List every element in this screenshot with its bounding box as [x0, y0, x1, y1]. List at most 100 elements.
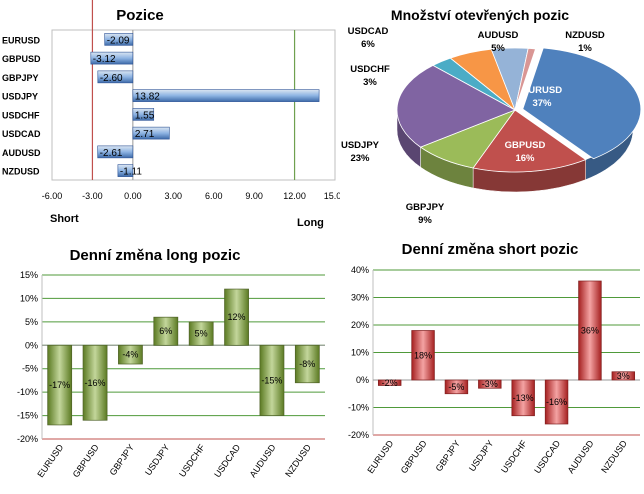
category-label: AUDUSD — [566, 438, 596, 475]
bar-usdchf — [188, 321, 214, 346]
y-tick-label: 40% — [351, 265, 369, 275]
position-value-label: 13.82 — [135, 92, 160, 103]
position-category-label: NZDUSD — [2, 167, 40, 177]
bar-value-label: 6% — [159, 326, 172, 336]
pie-label-gbpjpy: GBPJPY — [406, 202, 445, 213]
y-tick-label: 0% — [356, 375, 369, 385]
open-positions-pie-svg: Množství otevřených pozic EURUSD 37% GBPUS… — [341, 7, 642, 226]
bar-usdjpy — [153, 316, 179, 346]
bar-usdcad — [224, 288, 249, 346]
category-label: GBPJPY — [108, 442, 137, 477]
position-value-label: -2.61 — [100, 148, 123, 159]
y-tick-label: 15% — [20, 270, 38, 280]
category-label: GBPUSD — [71, 442, 101, 479]
bar-gbpjpy — [118, 344, 143, 365]
long-label: Long — [297, 217, 324, 229]
position-category-label: GBPJPY — [2, 73, 39, 83]
pie-label-usdchf: USDCHF — [350, 64, 390, 75]
pie-value-label-nzdusd: 1% — [578, 43, 592, 54]
y-tick-label: 5% — [25, 317, 38, 327]
bar-value-label: -2% — [382, 378, 398, 388]
short-change-chart: Denní změna short pozic -20% -10% 0% 10% 20%… — [330, 235, 644, 489]
position-category-label: GBPUSD — [2, 54, 41, 64]
position-value-label: 1.55 — [135, 110, 155, 121]
pie-label-eurusd: EURUSD — [522, 85, 562, 96]
position-category-label: USDCHF — [2, 110, 40, 120]
position-bar-gbpusd — [90, 51, 134, 65]
position-category-label: AUDUSD — [2, 148, 41, 158]
position-bar-audusd — [97, 145, 134, 159]
pie-value-label-audusd: 5% — [491, 43, 505, 54]
short-change-chart-svg: Denní změna short pozic -20% -10% 0% 10% 20%… — [348, 241, 640, 475]
position-value-label: -3.12 — [93, 54, 116, 65]
pie-value-label-usdjpy: 23% — [350, 153, 370, 164]
category-label: USDCHF — [177, 442, 207, 479]
pie-label-usdcad: USDCAD — [348, 26, 389, 37]
category-label: USDCAD — [212, 442, 242, 479]
position-value-label: -2.09 — [107, 35, 130, 46]
position-x-tick-label: 9.00 — [245, 191, 263, 201]
pie-chart-title: Množství otevřených pozic — [391, 7, 569, 23]
category-label: USDCHF — [499, 438, 529, 475]
y-tick-label: 30% — [351, 293, 369, 303]
position-x-tick-label: 12.00 — [283, 191, 306, 201]
pie-label-audusd: AUDUSD — [478, 30, 519, 41]
y-tick-label: 10% — [351, 348, 369, 358]
bar-eurusd — [377, 379, 402, 386]
position-category-label: EURUSD — [2, 35, 41, 45]
category-label: AUDUSD — [248, 442, 278, 479]
short-change-title: Denní změna short pozic — [402, 241, 579, 258]
position-x-tick-label: 0.00 — [124, 191, 142, 201]
long-change-title: Denní změna long pozic — [70, 247, 241, 264]
y-tick-label: -5% — [22, 364, 38, 374]
y-tick-label: -20% — [348, 430, 369, 440]
position-category-label: USDCAD — [2, 129, 41, 139]
pie-value-label-gbpjpy: 9% — [418, 215, 432, 226]
position-bar-gbpjpy — [97, 70, 134, 84]
category-label: USDCAD — [532, 438, 562, 475]
position-x-tick-label: -6.00 — [42, 191, 63, 201]
category-label: GBPUSD — [399, 438, 429, 475]
positions-chart-title: Pozice — [116, 7, 164, 24]
position-value-label: -1.11 — [120, 167, 142, 178]
open-positions-pie-chart: Množství otevřených pozic EURUSD 37% GBPUS… — [330, 0, 644, 235]
bar-value-label: -16% — [85, 378, 106, 388]
bar-value-label: -15% — [261, 375, 282, 385]
position-bar-usdcad — [132, 126, 170, 140]
pie-slice-gbpusd — [472, 109, 587, 173]
position-bar-usdchf — [132, 108, 155, 121]
bar-value-label: -17% — [49, 380, 70, 390]
long-change-chart-svg: Denní změna long pozic -20% -15% -10% -5% 0%… — [17, 247, 325, 479]
bar-nzdusd — [611, 371, 636, 381]
pie-label-gbpusd: GBPUSD — [505, 140, 546, 151]
position-category-label: USDJPY — [2, 92, 38, 102]
pie-slice-nzdusd — [514, 47, 537, 111]
bar-eurusd — [47, 344, 73, 426]
category-label: GBPJPY — [434, 438, 463, 473]
bar-value-label: 5% — [195, 329, 208, 339]
bar-value-label: -16% — [546, 397, 567, 407]
pie-slice-eurusd — [522, 47, 642, 160]
bar-gbpusd — [411, 330, 435, 381]
position-x-tick-label: 15.00 — [324, 191, 340, 201]
pie-value-label-usdchf: 3% — [363, 77, 377, 88]
bar-value-label: -13% — [513, 393, 534, 403]
position-x-tick-label: 6.00 — [205, 191, 223, 201]
y-tick-label: 20% — [351, 320, 369, 330]
bar-value-label: 18% — [414, 350, 432, 360]
category-label: USDJPY — [467, 438, 496, 473]
pie-slice-usdjpy — [396, 64, 516, 148]
bar-gbpusd — [82, 344, 108, 421]
positions-chart-svg: Pozice EURUSD -2.09 GBPUSD -3.12 GBPJPY -2.60… — [2, 0, 346, 229]
pie-value-label-eurusd: 37% — [532, 98, 552, 109]
category-label: EURUSD — [365, 438, 395, 475]
y-tick-label: -15% — [17, 411, 38, 421]
position-bar-nzdusd — [117, 164, 134, 177]
position-bar-eurusd — [104, 33, 134, 46]
y-tick-label: 10% — [20, 293, 38, 303]
short-label: Short — [50, 213, 79, 225]
bar-usdcad — [544, 379, 569, 425]
bar-usdjpy — [478, 379, 502, 389]
bar-value-label: -8% — [299, 359, 315, 369]
bar-value-label: 12% — [228, 312, 246, 322]
